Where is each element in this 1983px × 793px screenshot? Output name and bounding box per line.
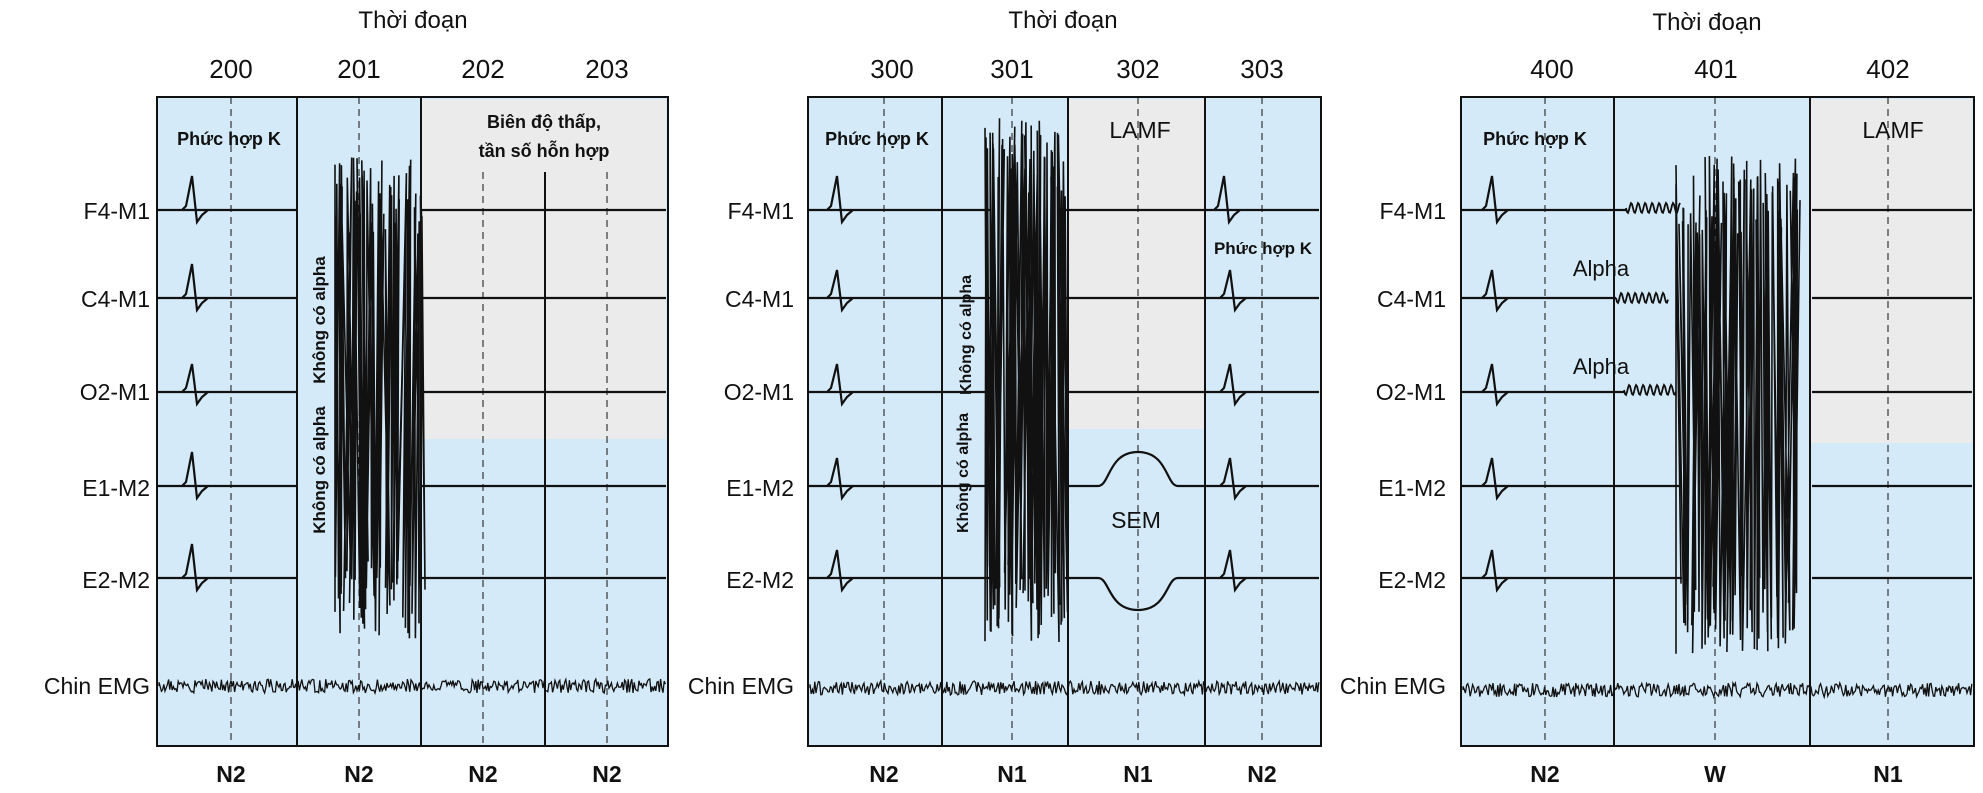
channel-label: C4-M1 (81, 286, 150, 312)
stage-label: N2 (344, 761, 373, 787)
eog-trace-e2 (808, 549, 1319, 593)
eeg-trace-f4 (157, 175, 666, 225)
channel-label: F4-M1 (728, 198, 794, 224)
lowamp-label: tần số hỗn hợp (479, 140, 610, 161)
eog-trace-e1 (808, 457, 1319, 501)
alpha-rhythm-c4 (1615, 291, 1669, 305)
panel-b-frame (807, 96, 1322, 747)
epoch-number: 302 (1116, 54, 1159, 84)
sem-label: SEM (1111, 507, 1161, 533)
noalpha-label: Không có alpha (310, 406, 329, 534)
channel-label: O2-M1 (80, 379, 150, 405)
stage-label: W (1704, 761, 1726, 787)
epoch-number: 301 (990, 54, 1033, 84)
channel-label: F4-M1 (1380, 198, 1446, 224)
eog-trace-e1 (1461, 457, 1972, 501)
eog-trace-e2 (157, 543, 666, 593)
lamf-label: LAMF (1109, 117, 1170, 143)
channel-label: O2-M1 (1376, 379, 1446, 405)
eeg-trace-c4 (808, 269, 1319, 313)
eog-trace-e1 (157, 451, 666, 501)
epoch-number: 203 (585, 54, 628, 84)
noalpha-label: Không có alpha (958, 275, 975, 395)
sem-wave-e1 (1097, 450, 1179, 488)
alpha-label: Alpha (1573, 354, 1630, 379)
eeg-trace-o2 (808, 363, 1319, 407)
stage-label: N2 (592, 761, 621, 787)
alpha-rhythm-f4 (1625, 201, 1681, 215)
eeg-trace-c4 (1461, 269, 1972, 313)
kcomplex-label: Phức hợp K (1483, 129, 1587, 149)
stage-label: N2 (1247, 761, 1276, 787)
channel-label: E1-M2 (726, 475, 794, 501)
stage-label: N1 (1873, 761, 1903, 787)
eeg-trace-c4 (157, 263, 666, 313)
arousal-burst (1675, 155, 1801, 654)
stage-label: N2 (216, 761, 245, 787)
lamf-label: LAMF (1862, 117, 1923, 143)
channel-label: F4-M1 (84, 198, 150, 224)
epoch-number: 202 (461, 54, 504, 84)
kcomplex-label: Phức hợp K (825, 129, 929, 149)
stage-label: N2 (869, 761, 898, 787)
noalpha-label: Không có alpha (310, 256, 329, 384)
panel-b: Thời đoạn 300 301 302 303 F4-M1 C4-M1 O2… (688, 7, 1322, 787)
chin-emg-trace (158, 677, 667, 696)
arousal-burst (334, 157, 426, 639)
sem-wave-e2 (1097, 576, 1179, 612)
panel-b-lowamp-region (1068, 99, 1205, 429)
noalpha-label: Không có alpha (955, 413, 972, 533)
panel-c-frame (1460, 96, 1975, 747)
channel-label: O2-M1 (724, 379, 794, 405)
channel-label: Chin EMG (688, 673, 794, 699)
eeg-trace-f4 (808, 175, 1319, 225)
timeline-label: Thời đoạn (1008, 7, 1117, 34)
eeg-trace-f4 (1461, 175, 1972, 225)
alpha-rhythm-o2 (1623, 383, 1677, 397)
chin-emg-trace (1462, 680, 1973, 700)
panel-a-lowamp-region (421, 99, 666, 439)
stage-label: N2 (1530, 761, 1559, 787)
timeline-label: Thời đoạn (1652, 9, 1761, 36)
channel-label: Chin EMG (1340, 673, 1446, 699)
panel-c-lowamp-region (1810, 99, 1972, 443)
eeg-trace-o2 (157, 363, 666, 407)
eeg-trace-o2 (1461, 363, 1972, 407)
panel-a-frame (156, 96, 669, 747)
arousal-burst (984, 118, 1069, 643)
epoch-number: 300 (870, 54, 913, 84)
epoch-number: 201 (337, 54, 380, 84)
kcomplex-label: Phức hợp K (1214, 239, 1313, 258)
epoch-number: 402 (1866, 54, 1909, 84)
epoch-number: 200 (209, 54, 252, 84)
panel-a: Thời đoạn 200 201 202 203 F4-M1 C4-M1 O2… (44, 7, 669, 787)
chin-emg-trace (809, 678, 1320, 698)
panel-c: Thời đoạn 400 401 402 F4-M1 C4-M1 O2-M1 … (1340, 9, 1975, 787)
stage-label: N2 (468, 761, 497, 787)
channel-label: E2-M2 (82, 567, 150, 593)
channel-label: C4-M1 (1377, 286, 1446, 312)
stage-label: N1 (997, 761, 1027, 787)
epoch-number: 401 (1694, 54, 1737, 84)
kcomplex-label: Phức hợp K (177, 129, 281, 149)
epoch-number: 303 (1240, 54, 1283, 84)
stage-label: N1 (1123, 761, 1153, 787)
epoch-number: 400 (1530, 54, 1573, 84)
eog-trace-e2 (1461, 549, 1972, 593)
lowamp-label: Biên độ thấp, (487, 112, 601, 132)
channel-label: E2-M2 (1378, 567, 1446, 593)
channel-label: Chin EMG (44, 673, 150, 699)
channel-label: C4-M1 (725, 286, 794, 312)
channel-label: E1-M2 (1378, 475, 1446, 501)
channel-label: E2-M2 (726, 567, 794, 593)
alpha-label: Alpha (1573, 256, 1630, 281)
channel-label: E1-M2 (82, 475, 150, 501)
timeline-label: Thời đoạn (358, 7, 467, 34)
